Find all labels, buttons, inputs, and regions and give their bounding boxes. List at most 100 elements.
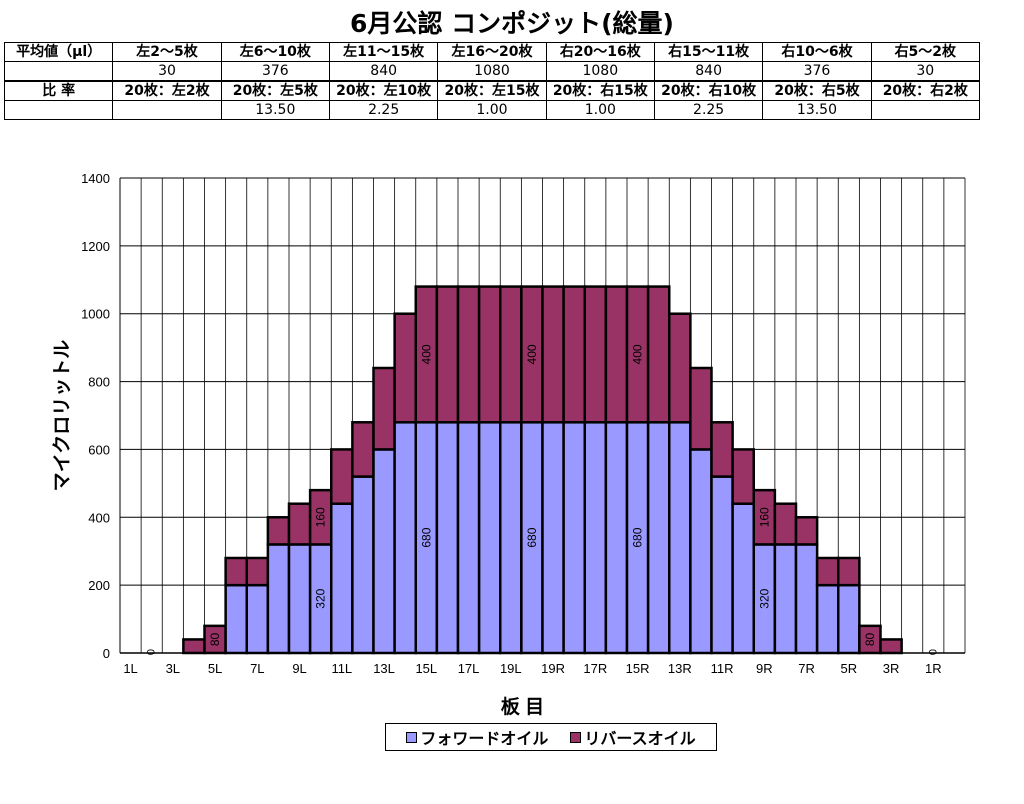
data-label: 400 [419, 344, 433, 364]
table-cell [870, 100, 981, 120]
y-tick-label: 200 [88, 578, 110, 593]
x-tick-label: 3R [883, 661, 900, 676]
bar-forward [773, 543, 798, 655]
x-tick-label: 15L [415, 661, 437, 676]
data-label: 160 [314, 507, 328, 527]
x-tick-label: 5R [841, 661, 858, 676]
data-label: 400 [525, 344, 539, 364]
table-cell: 1.00 [437, 100, 547, 120]
legend-swatch-reverse [570, 731, 582, 743]
bar-forward [794, 543, 819, 655]
table-cell: 左16〜20枚 [437, 42, 547, 62]
legend-item-forward: フォワードオイル [406, 725, 548, 749]
bar-reverse [773, 502, 798, 546]
legend-swatch-forward [406, 731, 418, 743]
table-cell: 1.00 [545, 100, 655, 120]
table-row-ratio: 比 率 20枚：左2枚 20枚：左5枚 20枚：左10枚 20枚：左15枚 20… [3, 80, 981, 101]
table-cell: 20枚：右2枚 [870, 80, 981, 101]
zero-value-label: 0 [146, 649, 158, 655]
legend-label-forward: フォワードオイル [420, 729, 549, 748]
table-cell: 376 [762, 61, 872, 82]
bar-reverse [456, 285, 481, 424]
x-tick-label: 1L [123, 661, 137, 676]
bar-forward [583, 421, 608, 655]
table-cell: 平均値（μl） [3, 42, 114, 62]
table-cell: 13.50 [220, 100, 330, 120]
table-cell: 376 [220, 61, 330, 82]
x-tick-label: 7L [250, 661, 264, 676]
bar-reverse [435, 285, 460, 424]
data-label: 320 [314, 588, 328, 608]
bar-forward [815, 583, 840, 655]
x-tick-label: 9L [292, 661, 306, 676]
bar-reverse [604, 285, 629, 424]
x-tick-label: 11R [711, 661, 734, 676]
bar-forward [562, 421, 586, 655]
bar-forward [668, 421, 692, 655]
y-tick-label: 1000 [81, 307, 110, 322]
chart-legend: フォワードオイル リバースオイル [385, 723, 717, 751]
x-tick-label: 7R [798, 661, 815, 676]
bar-reverse [330, 448, 354, 505]
bar-reverse [646, 285, 671, 424]
bar-forward [266, 543, 291, 655]
bar-reverse [372, 366, 396, 451]
bar-reverse [182, 638, 206, 655]
bar-reverse [351, 421, 375, 478]
bar-reverse [266, 516, 291, 546]
data-label: 80 [208, 632, 222, 646]
table-cell: 右15〜11枚 [653, 42, 764, 62]
table-cell: 1080 [437, 61, 547, 82]
bar-forward [435, 421, 460, 655]
bar-forward [837, 583, 861, 655]
table-cell: 右5〜2枚 [870, 42, 981, 62]
x-tick-label: 17R [583, 661, 607, 676]
x-tick-label: 15R [626, 661, 650, 676]
bar-reverse [710, 421, 734, 478]
page-title: 6月公認 コンポジット(総量) [350, 9, 674, 38]
table-cell: 840 [653, 61, 764, 82]
bar-reverse [731, 448, 755, 505]
x-tick-label: 17L [458, 661, 480, 676]
bar-forward [731, 502, 755, 655]
bar-forward [245, 583, 270, 655]
table-cell [3, 61, 114, 82]
table-cell: 2.25 [653, 100, 764, 120]
bar-forward [477, 421, 502, 655]
bar-forward [646, 421, 671, 655]
bar-reverse [287, 502, 312, 546]
table-cell: 20枚：左15枚 [437, 80, 547, 101]
table-cell [112, 100, 222, 120]
bar-reverse [879, 638, 903, 655]
bar-reverse [668, 312, 692, 424]
bar-reverse [583, 285, 608, 424]
data-label: 680 [631, 527, 645, 547]
bar-forward [351, 475, 375, 655]
table-cell: 2.25 [328, 100, 439, 120]
bar-reverse [477, 285, 502, 424]
x-tick-label: 13R [668, 661, 692, 676]
bar-forward [499, 421, 523, 655]
table-cell: 20枚：右15枚 [545, 80, 655, 101]
x-tick-label: 19R [541, 661, 565, 676]
table-cell: 20枚：左5枚 [220, 80, 330, 101]
bar-reverse [541, 285, 565, 424]
legend-label-reverse: リバースオイル [584, 729, 696, 748]
bar-forward [372, 448, 396, 655]
table-cell: 30 [112, 61, 222, 82]
x-tick-label: 13L [373, 661, 395, 676]
bar-forward [456, 421, 481, 655]
table-cell: 右20〜16枚 [545, 42, 655, 62]
y-tick-label: 600 [88, 442, 110, 457]
table-cell: 左6〜10枚 [220, 42, 330, 62]
table-cell: 20枚：左2枚 [112, 80, 222, 101]
y-tick-label: 800 [88, 375, 110, 390]
table-cell: 比 率 [3, 80, 114, 101]
y-axis-title: マイクロリットル [51, 340, 73, 492]
bar-forward [541, 421, 565, 655]
data-label: 400 [631, 344, 645, 364]
table-cell: 20枚：左10枚 [328, 80, 439, 101]
table-row-ratio-values: 13.50 2.25 1.00 1.00 2.25 13.50 [3, 100, 981, 120]
summary-table: 平均値（μl） 左2〜5枚 左6〜10枚 左11〜15枚 左16〜20枚 右20… [3, 42, 981, 120]
